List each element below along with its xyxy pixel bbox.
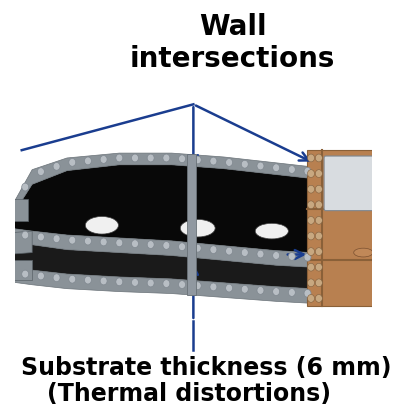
Circle shape xyxy=(307,264,314,272)
Circle shape xyxy=(84,276,91,284)
Circle shape xyxy=(315,186,321,193)
Polygon shape xyxy=(187,155,196,295)
Circle shape xyxy=(315,264,321,272)
Circle shape xyxy=(303,290,310,297)
Circle shape xyxy=(194,157,201,164)
Circle shape xyxy=(53,235,60,243)
Circle shape xyxy=(315,295,321,303)
Circle shape xyxy=(307,170,314,178)
Circle shape xyxy=(69,159,76,167)
Circle shape xyxy=(241,161,248,169)
Circle shape xyxy=(272,288,279,296)
Circle shape xyxy=(256,251,263,258)
Circle shape xyxy=(307,155,314,162)
Circle shape xyxy=(307,248,314,256)
Circle shape xyxy=(53,274,60,282)
Circle shape xyxy=(307,201,314,209)
Polygon shape xyxy=(10,229,310,267)
Circle shape xyxy=(147,155,154,162)
Circle shape xyxy=(194,245,201,252)
Circle shape xyxy=(272,252,279,260)
Circle shape xyxy=(147,241,154,249)
Circle shape xyxy=(116,239,123,247)
Text: Wall: Wall xyxy=(198,13,266,41)
Circle shape xyxy=(116,155,123,162)
Circle shape xyxy=(178,243,185,251)
Circle shape xyxy=(209,158,216,166)
Circle shape xyxy=(303,254,310,261)
Circle shape xyxy=(307,217,314,225)
Polygon shape xyxy=(10,200,28,222)
Circle shape xyxy=(241,249,248,257)
Circle shape xyxy=(53,163,60,171)
Circle shape xyxy=(307,295,314,303)
Circle shape xyxy=(22,184,29,191)
Circle shape xyxy=(315,170,321,178)
Circle shape xyxy=(315,155,321,162)
Circle shape xyxy=(315,279,321,287)
Ellipse shape xyxy=(85,217,118,234)
Ellipse shape xyxy=(353,249,372,257)
Polygon shape xyxy=(6,231,32,255)
Polygon shape xyxy=(306,151,373,306)
Circle shape xyxy=(315,248,321,256)
Circle shape xyxy=(256,287,263,294)
Text: (Thermal distortions): (Thermal distortions) xyxy=(47,381,330,405)
Circle shape xyxy=(272,164,279,172)
Circle shape xyxy=(209,246,216,254)
Polygon shape xyxy=(10,241,310,289)
Circle shape xyxy=(315,201,321,209)
Circle shape xyxy=(37,169,44,176)
Circle shape xyxy=(225,247,232,255)
Circle shape xyxy=(131,155,138,162)
Circle shape xyxy=(131,279,138,287)
Polygon shape xyxy=(10,267,310,303)
Circle shape xyxy=(209,283,216,291)
Circle shape xyxy=(307,186,314,193)
Circle shape xyxy=(22,231,29,239)
Circle shape xyxy=(37,234,44,241)
Circle shape xyxy=(116,278,123,286)
Circle shape xyxy=(100,277,107,285)
Circle shape xyxy=(225,159,232,167)
Ellipse shape xyxy=(180,220,215,237)
Circle shape xyxy=(69,237,76,245)
Circle shape xyxy=(37,272,44,280)
Polygon shape xyxy=(6,261,32,280)
Circle shape xyxy=(100,156,107,164)
Circle shape xyxy=(307,279,314,287)
Polygon shape xyxy=(10,165,310,253)
Text: intersections: intersections xyxy=(130,45,335,72)
Circle shape xyxy=(225,285,232,292)
Circle shape xyxy=(303,168,310,176)
Circle shape xyxy=(162,242,169,250)
Circle shape xyxy=(147,279,154,287)
Circle shape xyxy=(256,163,263,171)
Circle shape xyxy=(178,155,185,163)
Text: Substrate thickness (6 mm): Substrate thickness (6 mm) xyxy=(21,355,391,379)
Ellipse shape xyxy=(255,224,288,239)
Circle shape xyxy=(307,233,314,240)
Circle shape xyxy=(100,238,107,246)
Circle shape xyxy=(288,166,294,174)
Circle shape xyxy=(315,233,321,240)
Circle shape xyxy=(241,285,248,293)
Circle shape xyxy=(69,276,76,283)
Circle shape xyxy=(131,240,138,248)
Circle shape xyxy=(288,253,294,261)
Circle shape xyxy=(194,282,201,290)
Circle shape xyxy=(84,157,91,165)
FancyBboxPatch shape xyxy=(323,157,383,211)
Circle shape xyxy=(315,217,321,225)
Circle shape xyxy=(84,238,91,245)
Polygon shape xyxy=(10,154,310,219)
Circle shape xyxy=(178,281,185,289)
Circle shape xyxy=(288,289,294,297)
Circle shape xyxy=(22,270,29,278)
Circle shape xyxy=(162,280,169,288)
Circle shape xyxy=(162,155,169,162)
